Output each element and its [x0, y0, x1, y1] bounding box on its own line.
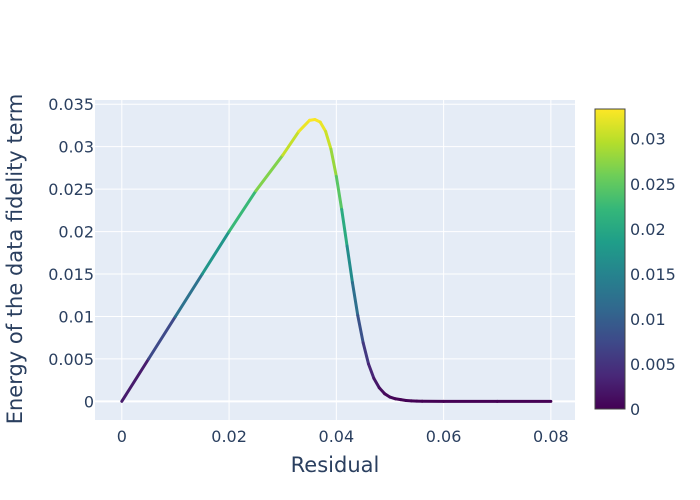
y-tick-label: 0.005 [48, 350, 94, 369]
line-segment [297, 118, 312, 133]
y-tick-label: 0.035 [48, 95, 94, 114]
line-segment [345, 244, 354, 284]
x-tick-label: 0.08 [533, 427, 569, 446]
colorbar-tick-label: 0.005 [630, 355, 676, 374]
y-tick-label: 0.02 [58, 223, 94, 242]
y-axis-title: Energy of the data fidelity term [3, 94, 27, 425]
line-segment [356, 314, 365, 345]
x-tick-label: 0 [117, 427, 127, 446]
line-segment [350, 280, 360, 318]
x-axis-ticks: 0 0.02 0.04 0.06 0.08 [117, 427, 569, 446]
colorbar-tick-label: 0.02 [630, 220, 666, 239]
line-segment [372, 376, 381, 390]
y-tick-label: 0.025 [48, 180, 94, 199]
colorbar-tick-label: 0.03 [630, 130, 666, 149]
line-segment [147, 314, 177, 361]
colorbar-tick-label: 0.025 [630, 175, 676, 194]
colorbar [594, 108, 626, 410]
x-tick-label: 0.04 [319, 427, 355, 446]
plot-background [95, 100, 575, 420]
line-segment [334, 174, 344, 211]
line-segment [254, 153, 285, 193]
line-segment [367, 362, 376, 380]
colorbar-tick-label: 0 [630, 400, 640, 419]
colorbar-tick-label: 0.01 [630, 310, 666, 329]
line-segment [227, 189, 258, 234]
line-segment [281, 129, 301, 157]
x-axis-title: Residual [291, 453, 380, 477]
y-tick-label: 0.01 [58, 307, 94, 326]
line-segment [324, 129, 333, 151]
line-segment [120, 357, 151, 403]
line-segment [329, 147, 338, 178]
y-tick-label: 0.03 [58, 138, 94, 157]
colorbar-ticks: 0 0.005 0.01 0.015 0.02 0.025 0.03 [630, 130, 676, 419]
line-segment [361, 341, 371, 366]
x-tick-label: 0.06 [426, 427, 462, 446]
y-tick-label: 0 [84, 392, 94, 411]
x-tick-label: 0.02 [211, 427, 247, 446]
line-segment [200, 230, 231, 276]
y-axis-ticks: 0 0.005 0.01 0.015 0.02 0.025 0.03 0.035 [48, 95, 94, 411]
grid [95, 100, 575, 420]
line-segment [318, 120, 328, 133]
line-segment [340, 207, 349, 248]
data-line [120, 118, 553, 403]
colorbar-tick-label: 0.015 [630, 265, 676, 284]
y-tick-label: 0.015 [48, 265, 94, 284]
line-segment [173, 272, 204, 318]
